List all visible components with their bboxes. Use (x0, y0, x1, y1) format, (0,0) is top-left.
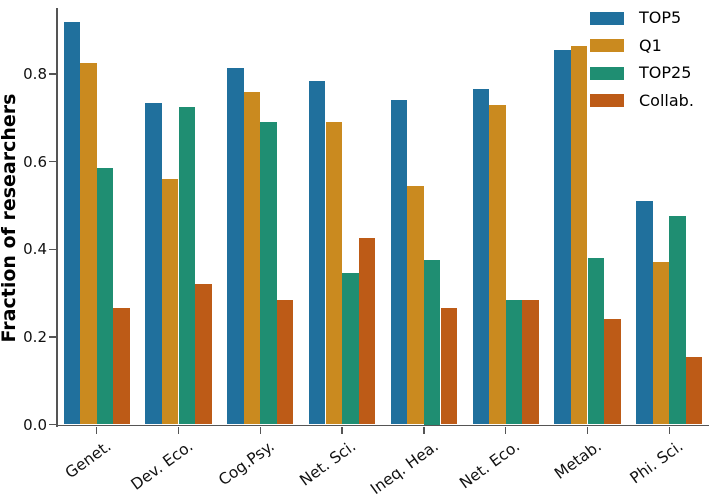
x-tick (259, 426, 262, 434)
legend-label: Collab. (639, 90, 694, 110)
legend-item-top25: TOP25 (590, 65, 694, 81)
bar-q1-netsci (325, 122, 343, 425)
legend-swatch (590, 66, 624, 80)
bar-top25-cogpsy (260, 122, 277, 425)
bar-top5-metab (554, 50, 571, 425)
x-tick (668, 426, 671, 434)
bar-top5-genet (63, 21, 81, 425)
legend-swatch (590, 11, 624, 25)
bar-q1-deveco (161, 179, 179, 425)
x-tick-label: Ineq. Hea. (366, 437, 442, 495)
x-tick (341, 426, 343, 434)
legend-label: TOP25 (639, 63, 692, 82)
legend-label: TOP5 (639, 8, 682, 27)
y-tick (49, 160, 56, 163)
y-tick (49, 423, 56, 426)
legend: TOP5 Q1 TOP25 Collab. (590, 10, 694, 109)
legend-item-collab: Collab. (590, 90, 694, 110)
bar-top5-phisci (636, 201, 653, 425)
x-tick-label: Genet. (61, 437, 115, 483)
y-axis-spine (56, 8, 58, 427)
x-tick (423, 426, 425, 434)
bar-top25-genet (96, 168, 114, 425)
bar-top5-ineqhea (390, 100, 408, 425)
legend-item-top5: TOP5 (590, 10, 694, 26)
bar-top5-neteco (472, 89, 490, 425)
bar-q1-neteco (489, 104, 506, 425)
bar-q1-genet (80, 63, 97, 425)
y-tick-label: 0.8 (23, 65, 47, 84)
y-tick-label: 0.4 (23, 240, 47, 259)
bar-collab-neteco (522, 299, 539, 425)
x-axis-spine (56, 424, 709, 427)
bar-top25-netsci (342, 273, 359, 425)
bar-top25-deveco (178, 106, 196, 425)
x-tick (586, 426, 589, 434)
legend-label: Q1 (639, 35, 662, 55)
bar-top5-cogpsy (227, 67, 244, 425)
y-tick-label: 0.6 (23, 152, 47, 171)
bar-collab-genet (113, 308, 130, 425)
x-tick (177, 426, 180, 434)
y-tick-label: 0.2 (23, 327, 47, 346)
bar-q1-metab (570, 45, 588, 425)
legend-swatch (590, 94, 624, 107)
legend-swatch (590, 39, 624, 52)
bar-collab-netsci (358, 238, 376, 425)
bar-collab-metab (604, 319, 621, 425)
bar-top25-phisci (669, 216, 686, 425)
y-tick-label: 0.0 (23, 415, 47, 434)
bar-collab-deveco (195, 284, 212, 425)
y-tick (49, 248, 56, 251)
bar-collab-phisci (685, 356, 703, 425)
bar-top5-netsci (308, 80, 326, 425)
x-tick (95, 426, 98, 434)
x-tick-label: Metab. (551, 437, 606, 483)
bar-q1-phisci (652, 262, 670, 425)
x-tick (504, 426, 507, 434)
bar-q1-ineqhea (407, 185, 424, 425)
y-tick (49, 73, 56, 75)
x-tick-label: Net. Eco. (456, 437, 524, 493)
bar-top25-metab (587, 258, 605, 425)
x-tick-label: Cog.Psy. (215, 437, 278, 490)
x-tick-label: Phi. Sci. (627, 437, 687, 488)
x-tick-label: Net. Sci. (296, 437, 360, 490)
bar-top25-ineqhea (423, 260, 441, 425)
y-axis-label: Fraction of researchers (0, 93, 20, 343)
bar-top25-neteco (505, 299, 523, 425)
y-tick (49, 336, 56, 338)
bar-top5-deveco (145, 102, 162, 425)
bar-q1-cogpsy (243, 91, 261, 425)
legend-item-q1: Q1 (590, 35, 694, 55)
x-tick-label: Dev. Eco. (127, 437, 197, 494)
bar-collab-ineqhea (440, 308, 458, 425)
bar-collab-cogpsy (276, 299, 294, 425)
